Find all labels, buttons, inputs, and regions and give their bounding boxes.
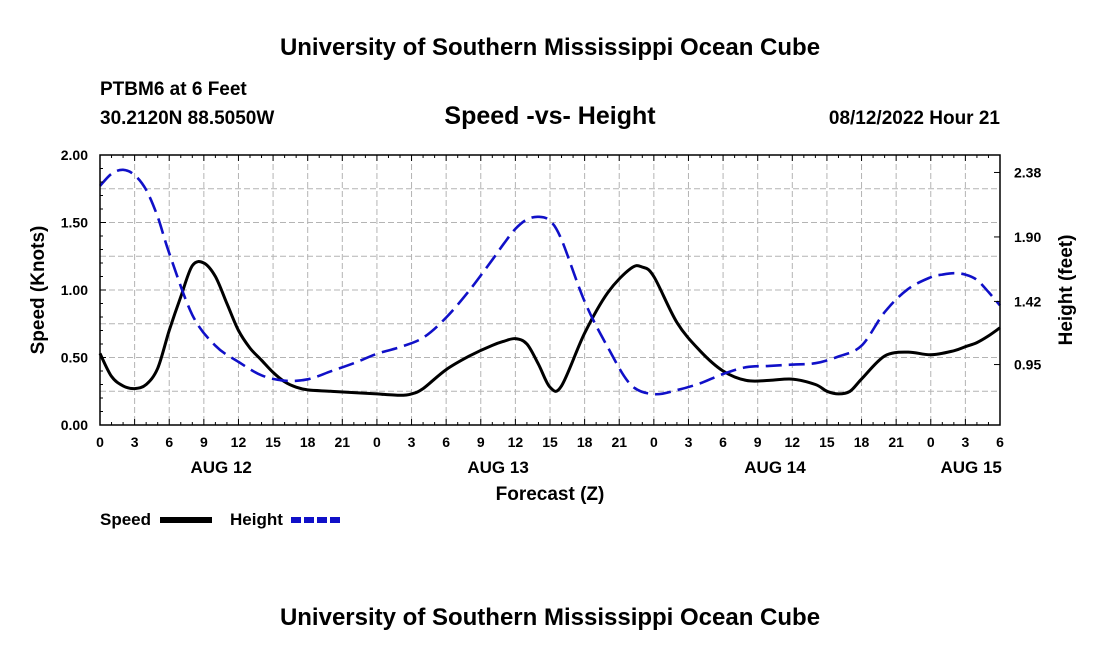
y2-tick-label: 1.42 xyxy=(1014,293,1041,309)
x-tick-label: 9 xyxy=(754,434,762,450)
x-tick-label: 0 xyxy=(650,434,658,450)
forecast-timestamp: 08/12/2022 Hour 21 xyxy=(829,108,1001,129)
legend-speed-label: Speed xyxy=(100,510,151,529)
x-tick-label: 6 xyxy=(996,434,1004,450)
y2-tick-label: 2.38 xyxy=(1014,164,1041,180)
date-label: AUG 15 xyxy=(940,458,1001,477)
x-tick-label: 15 xyxy=(265,434,281,450)
x-tick-label: 12 xyxy=(231,434,247,450)
y-tick-label: 1.50 xyxy=(61,215,88,231)
x-tick-label: 6 xyxy=(165,434,173,450)
y-tick-label: 2.00 xyxy=(61,147,88,163)
x-tick-label: 12 xyxy=(785,434,801,450)
y2-axis-title: Height (feet) xyxy=(1056,235,1077,346)
station-coords: 30.2120N 88.5050W xyxy=(100,108,274,129)
grid-lines xyxy=(100,155,1000,425)
x-tick-label: 18 xyxy=(577,434,593,450)
date-label: AUG 13 xyxy=(467,458,528,477)
speed-series-line xyxy=(98,260,1001,397)
legend-height-label: Height xyxy=(230,510,283,529)
x-tick-label: 0 xyxy=(96,434,104,450)
legend: Speed Height xyxy=(100,510,343,529)
station-label: PTBM6 at 6 Feet xyxy=(100,79,247,100)
y-tick-label: 0.50 xyxy=(61,350,88,366)
x-tick-label: 15 xyxy=(819,434,835,450)
chart-title: Speed -vs- Height xyxy=(444,102,656,130)
y-tick-label: 0.00 xyxy=(61,417,88,433)
y-axis-title: Speed (Knots) xyxy=(28,226,49,355)
x-tick-label: 3 xyxy=(408,434,416,450)
x-tick-label: 12 xyxy=(508,434,524,450)
x-tick-label: 21 xyxy=(335,434,351,450)
page-title: University of Southern Mississippi Ocean… xyxy=(280,34,820,61)
x-tick-label: 3 xyxy=(685,434,693,450)
date-label: AUG 12 xyxy=(190,458,251,477)
x-tick-label: 18 xyxy=(854,434,870,450)
x-tick-label: 21 xyxy=(611,434,627,450)
x-tick-label: 18 xyxy=(300,434,316,450)
x-tick-label: 3 xyxy=(961,434,969,450)
axes: 0 3 6 9 12 15 18 21 0 3 6 9 12 15 18 21 0 3 6 9 12 15 18 21 0 3 6 A… xyxy=(61,147,1042,477)
height-series-line xyxy=(99,168,1001,396)
date-label: AUG 14 xyxy=(744,458,806,477)
x-tick-label: 6 xyxy=(719,434,727,450)
x-tick-label: 0 xyxy=(373,434,381,450)
y-tick-label: 1.00 xyxy=(61,282,88,298)
x-tick-label: 21 xyxy=(888,434,904,450)
x-tick-label: 15 xyxy=(542,434,558,450)
x-tick-label: 6 xyxy=(442,434,450,450)
x-tick-label: 9 xyxy=(200,434,208,450)
x-tick-label: 0 xyxy=(927,434,935,450)
y2-tick-label: 0.95 xyxy=(1014,357,1041,373)
x-tick-label: 3 xyxy=(131,434,139,450)
x-axis-title: Forecast (Z) xyxy=(496,484,605,505)
y2-tick-label: 1.90 xyxy=(1014,229,1041,245)
footer-title: University of Southern Mississippi Ocean… xyxy=(280,604,820,631)
series-layer xyxy=(98,168,1001,397)
x-tick-label: 9 xyxy=(477,434,485,450)
